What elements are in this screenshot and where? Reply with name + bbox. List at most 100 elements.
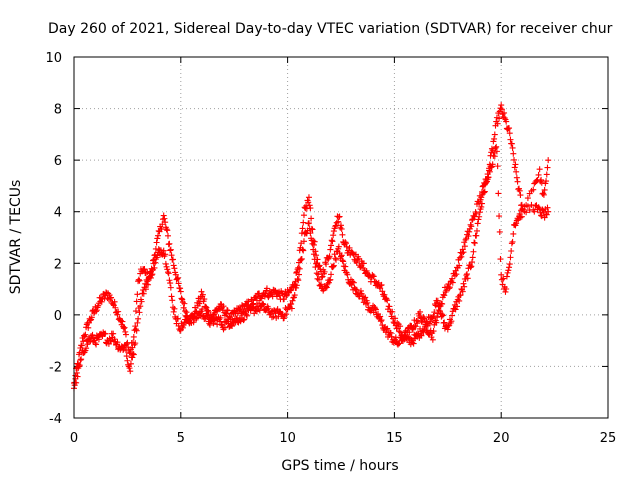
data-point [330,228,337,235]
data-point [444,326,451,333]
data-point [111,298,118,305]
data-point [523,209,530,216]
data-point [323,284,330,291]
data-point [386,303,393,310]
data-point [127,360,134,367]
data-point [378,317,385,324]
data-point [300,212,307,219]
data-point [349,278,356,285]
x-tick-label: 15 [386,431,403,446]
data-point [394,319,401,326]
data-point [303,202,310,209]
data-point [132,323,139,330]
data-point [517,192,524,199]
data-point [489,161,496,168]
data-point [309,226,316,233]
data-point [177,327,184,334]
data-point [478,188,485,195]
data-point [412,323,419,330]
data-point [167,247,174,254]
data-point [126,365,133,372]
data-point [85,324,92,331]
data-point [471,213,478,220]
data-point [328,242,335,249]
data-point [305,199,312,206]
data-point [503,273,510,280]
data-point [330,232,337,239]
data-point [122,328,129,335]
data-point [164,232,171,239]
data-point [409,325,416,332]
data-point [422,321,429,328]
data-point [312,264,319,271]
data-point [433,319,440,326]
data-point [543,211,550,218]
data-point [127,368,134,375]
data-point [266,292,273,299]
data-point [441,319,448,326]
data-point [244,312,251,319]
data-point [538,176,545,183]
data-point [117,317,124,324]
data-point [180,304,187,311]
data-point [517,214,524,221]
data-point [544,164,551,171]
data-point [491,131,498,138]
data-point [362,269,369,276]
data-point [364,299,371,306]
data-point [506,125,513,132]
data-point [500,275,507,282]
data-point [471,240,478,247]
data-point [417,308,424,315]
data-point [459,288,466,295]
data-point [203,304,210,311]
data-point [410,340,417,347]
data-point [378,281,385,288]
data-point [504,269,511,276]
data-point [164,269,171,276]
data-point [166,240,173,247]
data-point [445,322,452,329]
data-point [511,164,518,171]
data-point [299,225,306,232]
data-point [178,295,185,302]
data-point [446,284,453,291]
x-tick-label: 25 [600,431,617,446]
data-point [307,205,314,212]
data-point [88,314,95,321]
data-point [467,264,474,271]
data-point [496,213,503,220]
data-point [179,324,186,331]
data-point [544,204,551,211]
data-point [456,262,463,269]
data-point [491,135,498,142]
data-point [524,195,531,202]
data-point [384,325,391,332]
data-point [177,285,184,292]
data-points [71,102,552,392]
data-point [509,238,516,245]
y-tick-label: 10 [45,51,62,66]
data-point [311,256,318,263]
data-point [293,282,300,289]
data-point [108,337,115,344]
data-point [496,228,503,235]
data-point [177,288,184,295]
y-tick-label: -4 [49,412,62,427]
data-point [294,275,301,282]
data-point [503,285,510,292]
data-point [169,297,176,304]
data-point [323,261,330,268]
data-point [172,271,179,278]
data-point [135,276,142,283]
data-point [309,240,316,247]
axis-ticks: 0 5 10 15 20 25 -4 -2 0 2 4 6 8 10 [45,51,616,446]
data-point [325,255,332,262]
data-point [446,285,453,292]
data-point [338,252,345,259]
data-point [73,369,80,376]
data-point [162,251,169,258]
data-point [295,271,302,278]
data-point [454,296,461,303]
data-point [340,258,347,265]
